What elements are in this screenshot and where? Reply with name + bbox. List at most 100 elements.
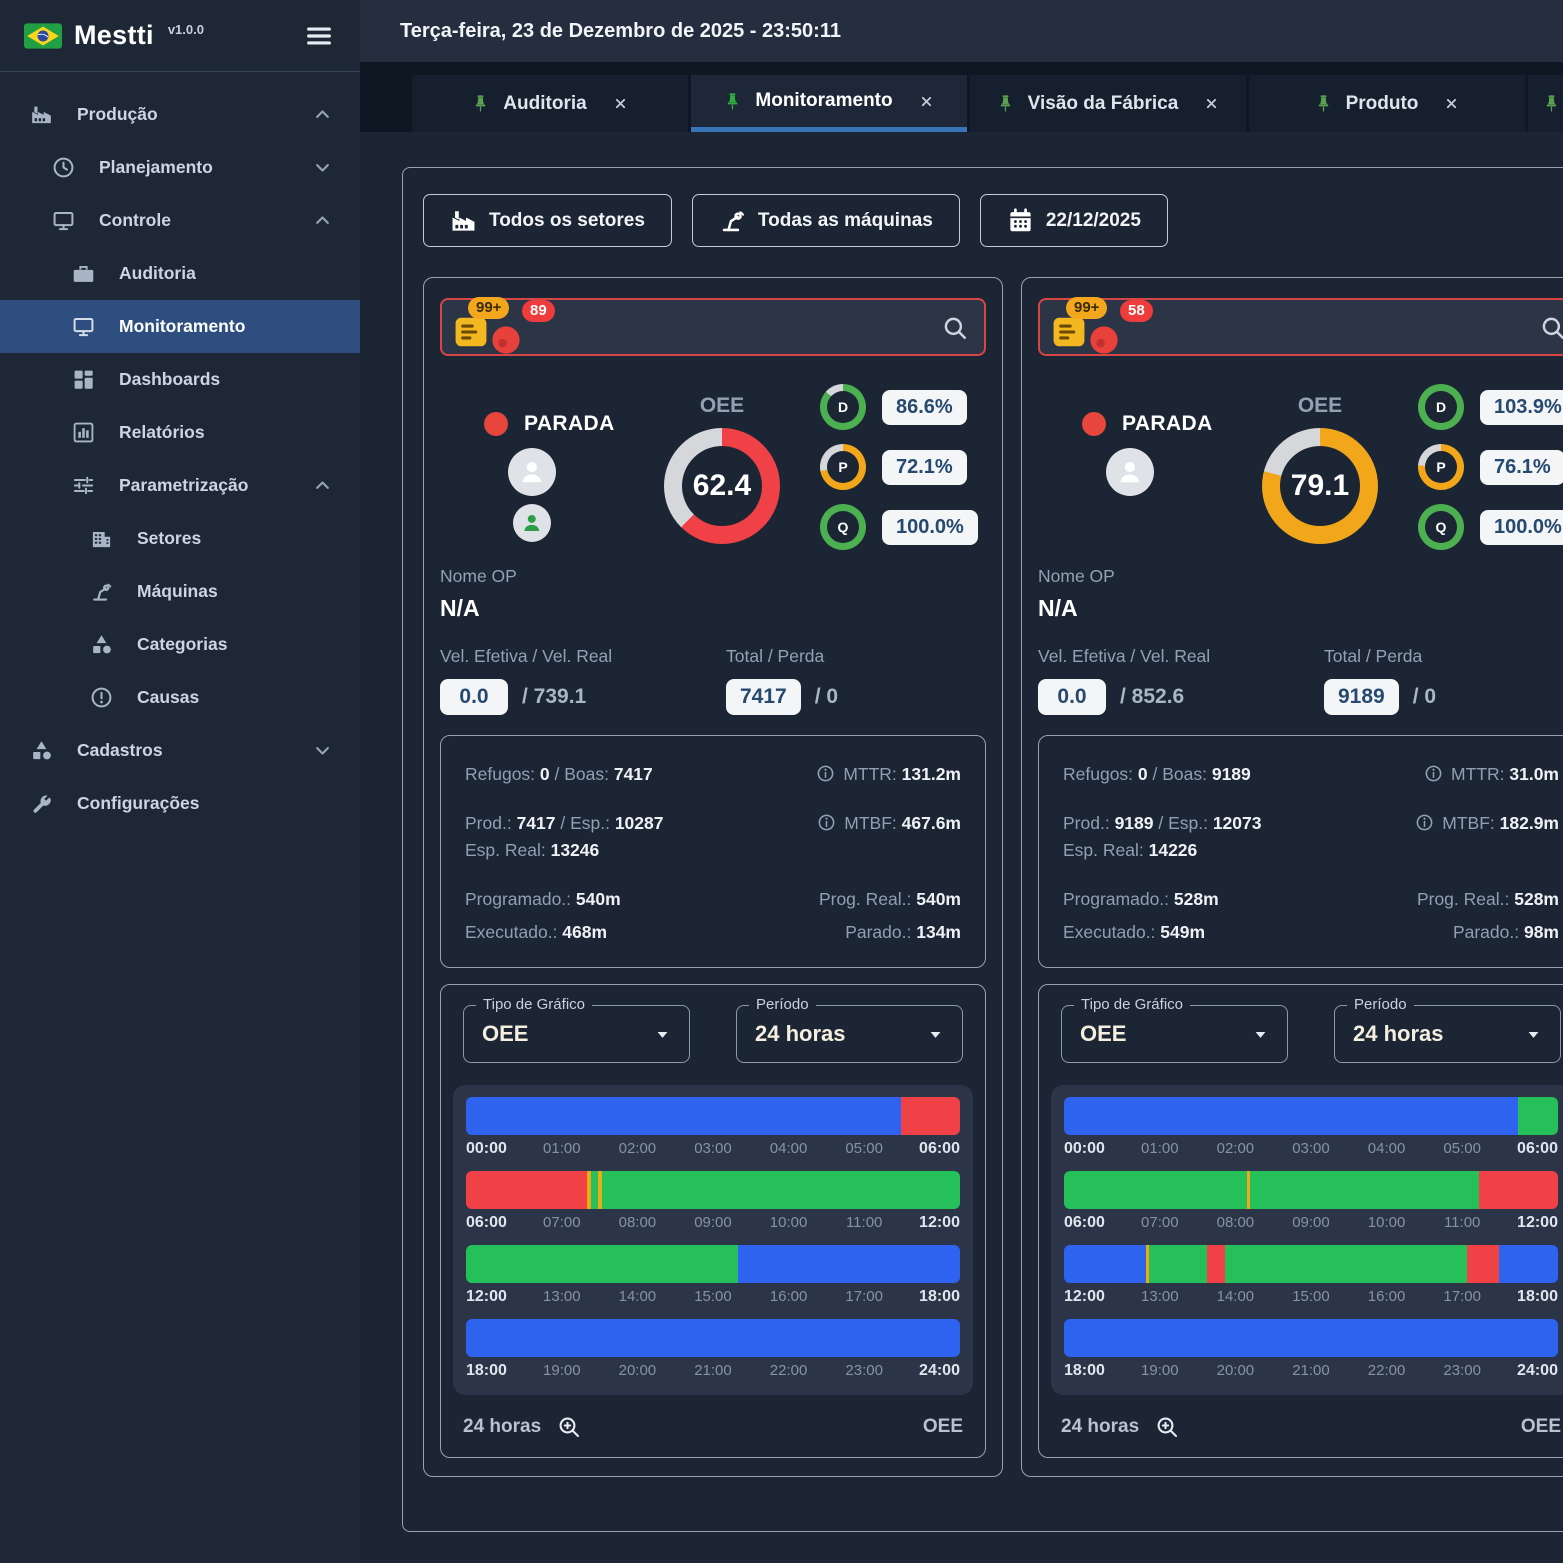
time-tick: 03:00: [1273, 1140, 1349, 1157]
timeline-bar: [466, 1171, 960, 1209]
sidebar-item-relatorios[interactable]: Relatórios: [0, 406, 360, 459]
app-brand: Mestti: [74, 20, 154, 51]
loss-value: / 0: [815, 685, 838, 709]
period-select[interactable]: Período24 horas: [736, 1005, 963, 1063]
sidebar-item-planejamento[interactable]: Planejamento: [0, 141, 360, 194]
tab-monitoramento[interactable]: Monitoramento: [691, 75, 967, 132]
time-tick: 07:00: [1122, 1214, 1198, 1231]
close-icon[interactable]: [918, 93, 935, 110]
timeline-segment-blue: [466, 1319, 960, 1357]
sidebar-item-dashboards[interactable]: Dashboards: [0, 353, 360, 406]
search-icon[interactable]: [942, 315, 968, 341]
time-tick: 17:00: [1424, 1288, 1500, 1305]
ring-row-q: Q 100.0%: [1418, 504, 1563, 550]
machine-search-input[interactable]: 99+58: [1038, 298, 1563, 356]
current-datetime: Terça-feira, 23 de Dezembro de 2025 - 23…: [400, 20, 841, 43]
q-ring: Q: [1418, 504, 1464, 550]
time-tick-start: 06:00: [1064, 1214, 1122, 1232]
tab-label: Monitoramento: [755, 90, 892, 112]
oee-donut: 62.4: [664, 428, 780, 544]
operator-avatar[interactable]: [508, 448, 556, 496]
q-value-badge: 100.0%: [1480, 510, 1563, 545]
search-icon[interactable]: [1540, 315, 1563, 341]
time-tick: 13:00: [1122, 1288, 1198, 1305]
time-tick: 02:00: [1198, 1140, 1274, 1157]
pin-icon: [471, 94, 490, 113]
sidebar-item-causas[interactable]: Causas: [0, 671, 360, 724]
timeline-bar: [1064, 1171, 1558, 1209]
time-tick-end: 24:00: [902, 1362, 960, 1380]
time-tick: 16:00: [751, 1288, 827, 1305]
sidebar-item-label: Setores: [137, 528, 201, 549]
hamburger-menu-icon[interactable]: [304, 21, 334, 51]
pin-icon: [996, 94, 1015, 113]
bar-chart-icon: [72, 421, 95, 444]
operator-avatar[interactable]: [1106, 448, 1154, 496]
info-icon: [817, 813, 836, 832]
sidebar-item-cadastros[interactable]: Cadastros: [0, 724, 360, 777]
zoom-in-icon[interactable]: [557, 1415, 581, 1439]
zoom-in-icon[interactable]: [1155, 1415, 1179, 1439]
sidebar-item-setores[interactable]: Setores: [0, 512, 360, 565]
oee-title: OEE: [638, 394, 806, 418]
sidebar-menu: ProduçãoPlanejamentoControleAuditoriaMon…: [0, 72, 360, 830]
tab-visao-da-fabrica[interactable]: Visão da Fábrica: [970, 75, 1246, 132]
sidebar-item-parametrizacao[interactable]: Parametrização: [0, 459, 360, 512]
chart-type-select-label: Tipo de Gráfico: [1074, 996, 1190, 1013]
date-filter-button[interactable]: 22/12/2025: [980, 194, 1168, 247]
machines-filter-button[interactable]: Todas as máquinas: [692, 194, 960, 247]
close-icon[interactable]: [612, 95, 629, 112]
tab-label: Auditoria: [503, 93, 586, 115]
sidebar-item-maquinas[interactable]: Máquinas: [0, 565, 360, 618]
monitor-icon: [72, 315, 95, 338]
content-area: Todos os setores Todas as máquinas 22/12…: [360, 132, 1563, 1563]
sidebar-item-controle[interactable]: Controle: [0, 194, 360, 247]
operator-avatar[interactable]: [513, 504, 551, 542]
tab-auditoria[interactable]: Auditoria: [412, 75, 688, 132]
velocity-value-badge: 0.0: [440, 679, 508, 715]
time-tick: 02:00: [600, 1140, 676, 1157]
d-ring: D: [1418, 384, 1464, 430]
time-tick-end: 06:00: [902, 1140, 960, 1158]
timeline-segment-green: [591, 1171, 598, 1209]
orders-count-badge: 99+: [468, 297, 509, 319]
sidebar-item-monitoramento[interactable]: Monitoramento: [0, 300, 360, 353]
time-tick: 08:00: [600, 1214, 676, 1231]
total-label: Total / Perda: [1324, 646, 1436, 667]
close-icon[interactable]: [1443, 95, 1460, 112]
red-alert-icon[interactable]: [490, 324, 522, 356]
close-icon[interactable]: [1203, 95, 1220, 112]
info-icon: [816, 764, 835, 783]
sidebar-item-producao[interactable]: Produção: [0, 88, 360, 141]
timeline-row: 06:0007:0008:0009:0010:0011:0012:00: [1064, 1171, 1558, 1236]
red-alert-icon[interactable]: [1088, 324, 1120, 356]
notification-badges: 99+58: [1050, 300, 1170, 360]
chart-type-select[interactable]: Tipo de GráficoOEE: [1061, 1005, 1288, 1063]
time-tick: 23:00: [1424, 1362, 1500, 1379]
pin-icon: [1314, 94, 1333, 113]
chevron-up-icon: [313, 476, 332, 495]
period-select[interactable]: Período24 horas: [1334, 1005, 1561, 1063]
machine-status: PARADA: [524, 412, 615, 436]
oee-title: OEE: [1236, 394, 1404, 418]
sidebar-item-configuracoes[interactable]: Configurações: [0, 777, 360, 830]
time-tick-start: 00:00: [466, 1140, 524, 1158]
info-icon: [1415, 813, 1434, 832]
time-tick: 22:00: [751, 1362, 827, 1379]
d-value-badge: 103.9%: [1480, 390, 1563, 425]
status-section: PARADAOEE62.4D86.6%P72.1%Q100.0%: [440, 380, 986, 562]
sidebar-item-auditoria[interactable]: Auditoria: [0, 247, 360, 300]
oee-value: 79.1: [1291, 469, 1349, 503]
app-root: Mestti v1.0.0 ProduçãoPlanejamentoContro…: [0, 0, 1563, 1563]
chart-type-select[interactable]: Tipo de GráficoOEE: [463, 1005, 690, 1063]
tab-partial[interactable]: [1528, 75, 1563, 132]
sectors-filter-button[interactable]: Todos os setores: [423, 194, 672, 247]
tab-produto[interactable]: Produto: [1249, 75, 1525, 132]
building-icon: [90, 527, 113, 550]
velocity-label: Vel. Efetiva / Vel. Real: [1038, 646, 1324, 667]
clock-icon: [52, 156, 75, 179]
timeline-segment-green: [466, 1245, 738, 1283]
machine-search-input[interactable]: 99+89: [440, 298, 986, 356]
time-tick: 19:00: [524, 1362, 600, 1379]
sidebar-item-categorias[interactable]: Categorias: [0, 618, 360, 671]
